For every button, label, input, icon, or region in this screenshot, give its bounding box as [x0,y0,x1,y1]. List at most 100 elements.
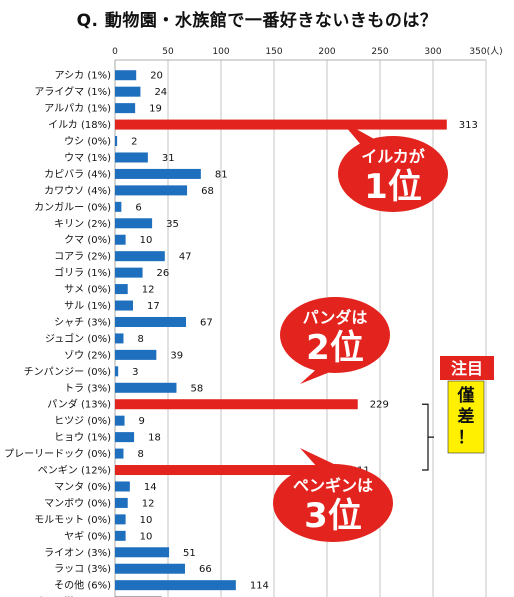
bar [115,316,187,327]
value-label: 66 [199,564,212,575]
value-label: 24 [154,87,167,98]
value-label: 10 [140,531,153,542]
category-label: ゴリラ (1%) [54,266,111,279]
dolphin-bubble-line2: 1位 [364,167,422,207]
bar [115,267,143,278]
value-label: 31 [162,153,175,164]
category-label: マンタ (0%) [54,481,111,493]
value-label: 47 [179,252,192,263]
category-label: アルパカ (1%) [44,103,111,115]
value-label: 114 [250,581,269,592]
value-label: 67 [200,317,213,328]
panda-bubble-line1: パンダは [303,308,368,327]
x-tick-label: 200 [318,47,335,57]
bar [115,382,177,393]
penguin-bubble [273,464,393,542]
dolphin-bubble [338,136,448,212]
category-label: プレーリードック (0%) [4,448,111,460]
value-label: 26 [157,268,170,279]
value-label: 18 [148,433,161,444]
bar [115,514,126,525]
bar [115,70,137,81]
value-label: 10 [140,515,153,526]
bar [115,300,134,311]
category-label: イルカ (18%) [48,119,111,131]
bar [115,465,339,476]
category-label: カワウソ (4%) [44,185,111,197]
note-label-box [440,356,494,380]
category-label: サル (1%) [64,300,111,312]
category-label: サメ (0%) [64,284,111,296]
category-label: カンガルー (0%) [34,201,111,213]
value-label: 313 [459,120,478,131]
note-text-box [447,380,485,454]
note-label: 注目 [451,359,483,378]
x-tick-label: 350(人) [469,46,502,57]
bar [115,349,157,360]
category-label: コアラ (2%) [54,251,111,263]
panda-bubble [280,297,390,373]
bar [115,136,118,147]
value-label: 8 [137,449,143,460]
bar [115,547,170,558]
value-label: 68 [201,186,214,197]
value-label: 58 [190,383,203,394]
x-tick-label: 250 [371,47,388,57]
value-label: 10 [140,235,153,246]
category-label: ウマ (1%) [64,152,111,164]
category-label: パンダ (13%) [47,398,111,411]
category-label: ラッコ (3%) [54,563,111,575]
bar [115,218,153,229]
category-label: クマ (0%) [64,234,111,246]
bar [115,448,124,459]
penguin-bubble-line2: 3位 [304,496,362,536]
value-label: 39 [170,350,183,361]
bar [115,415,125,426]
bracket [422,403,434,471]
x-tick-label: 0 [112,47,118,57]
x-tick-label: 100 [212,47,229,57]
note-text-char: 僅 [457,385,475,406]
bar [115,530,126,541]
category-label: ペンギン (12%) [38,465,111,477]
bar [115,284,128,295]
bar [115,497,128,508]
category-label: ヤギ (0%) [64,530,111,542]
dolphin-bubble-tail [340,120,376,146]
value-label: 9 [139,416,145,427]
bar [115,432,135,443]
bar [115,119,447,130]
bar [115,399,358,410]
category-label: ウシ (0%) [64,136,111,148]
category-label: その他 (6%) [54,579,111,592]
value-label: 12 [142,285,155,296]
value-label: 81 [215,169,228,180]
bar [115,366,119,377]
value-label: 229 [370,400,389,411]
x-tick-label: 50 [162,47,174,57]
note-text-char: 差 [458,406,475,427]
bar [115,333,124,344]
category-label: シャチ (3%) [54,316,111,328]
chart-title: Q. 動物園・水族館で一番好きないきものは？ [76,11,438,31]
bar [115,580,236,591]
category-label: マンボウ (0%) [44,497,111,509]
category-label: ジュゴン (0%) [45,332,111,345]
category-label: ライオン (3%) [44,547,111,559]
bar [115,185,188,196]
bar [115,481,130,492]
bar [115,103,136,114]
category-label: ゾウ (2%) [64,349,111,361]
bar [115,234,126,245]
value-label: 17 [147,301,160,312]
category-label: アライグマ (1%) [34,85,111,98]
bar [115,152,148,163]
category-label: チンパンジー (0%) [24,366,111,378]
panda-bubble-line2: 2位 [306,328,364,368]
penguin-bubble-tail [300,448,338,468]
category-label: ヒョウ (1%) [54,432,111,444]
bar [115,86,141,97]
value-label: 3 [132,367,138,378]
